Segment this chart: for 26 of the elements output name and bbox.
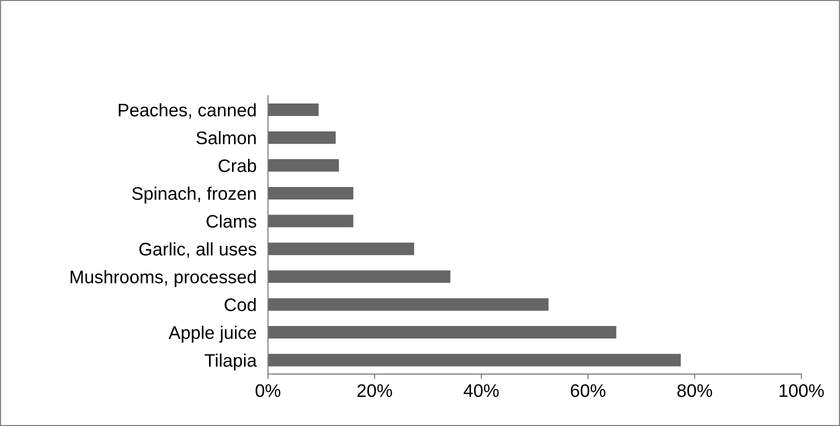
x-tick-label: 0% bbox=[256, 384, 280, 398]
y-tick-label: Cod bbox=[224, 298, 256, 312]
bar bbox=[268, 214, 354, 228]
x-tick-label: 60% bbox=[570, 384, 606, 398]
bar bbox=[268, 242, 414, 256]
y-tick-label: Garlic, all uses bbox=[139, 242, 256, 258]
y-tick-label: Crab bbox=[218, 158, 256, 172]
y-tick-label: Salmon bbox=[196, 131, 256, 144]
bar bbox=[268, 131, 336, 144]
y-tick-label: Clams bbox=[206, 214, 256, 228]
bar bbox=[268, 159, 339, 172]
bar bbox=[268, 186, 354, 200]
bar bbox=[268, 354, 681, 366]
x-tick-label: 100% bbox=[780, 384, 824, 398]
y-tick-label: Spinach, frozen bbox=[132, 186, 256, 204]
bar bbox=[268, 270, 450, 283]
y-tick-label: Mushrooms, processed bbox=[70, 270, 256, 287]
x-tick-label: 40% bbox=[464, 384, 499, 398]
x-tick-label: 20% bbox=[357, 384, 392, 398]
bar bbox=[268, 326, 616, 339]
y-tick-label: Peaches, canned bbox=[118, 103, 256, 119]
bar bbox=[268, 298, 549, 311]
y-tick-label: Tilapia bbox=[204, 354, 257, 370]
bar bbox=[268, 104, 319, 116]
x-tick-label: 80% bbox=[677, 384, 712, 398]
y-tick-label: Apple juice bbox=[168, 326, 256, 343]
